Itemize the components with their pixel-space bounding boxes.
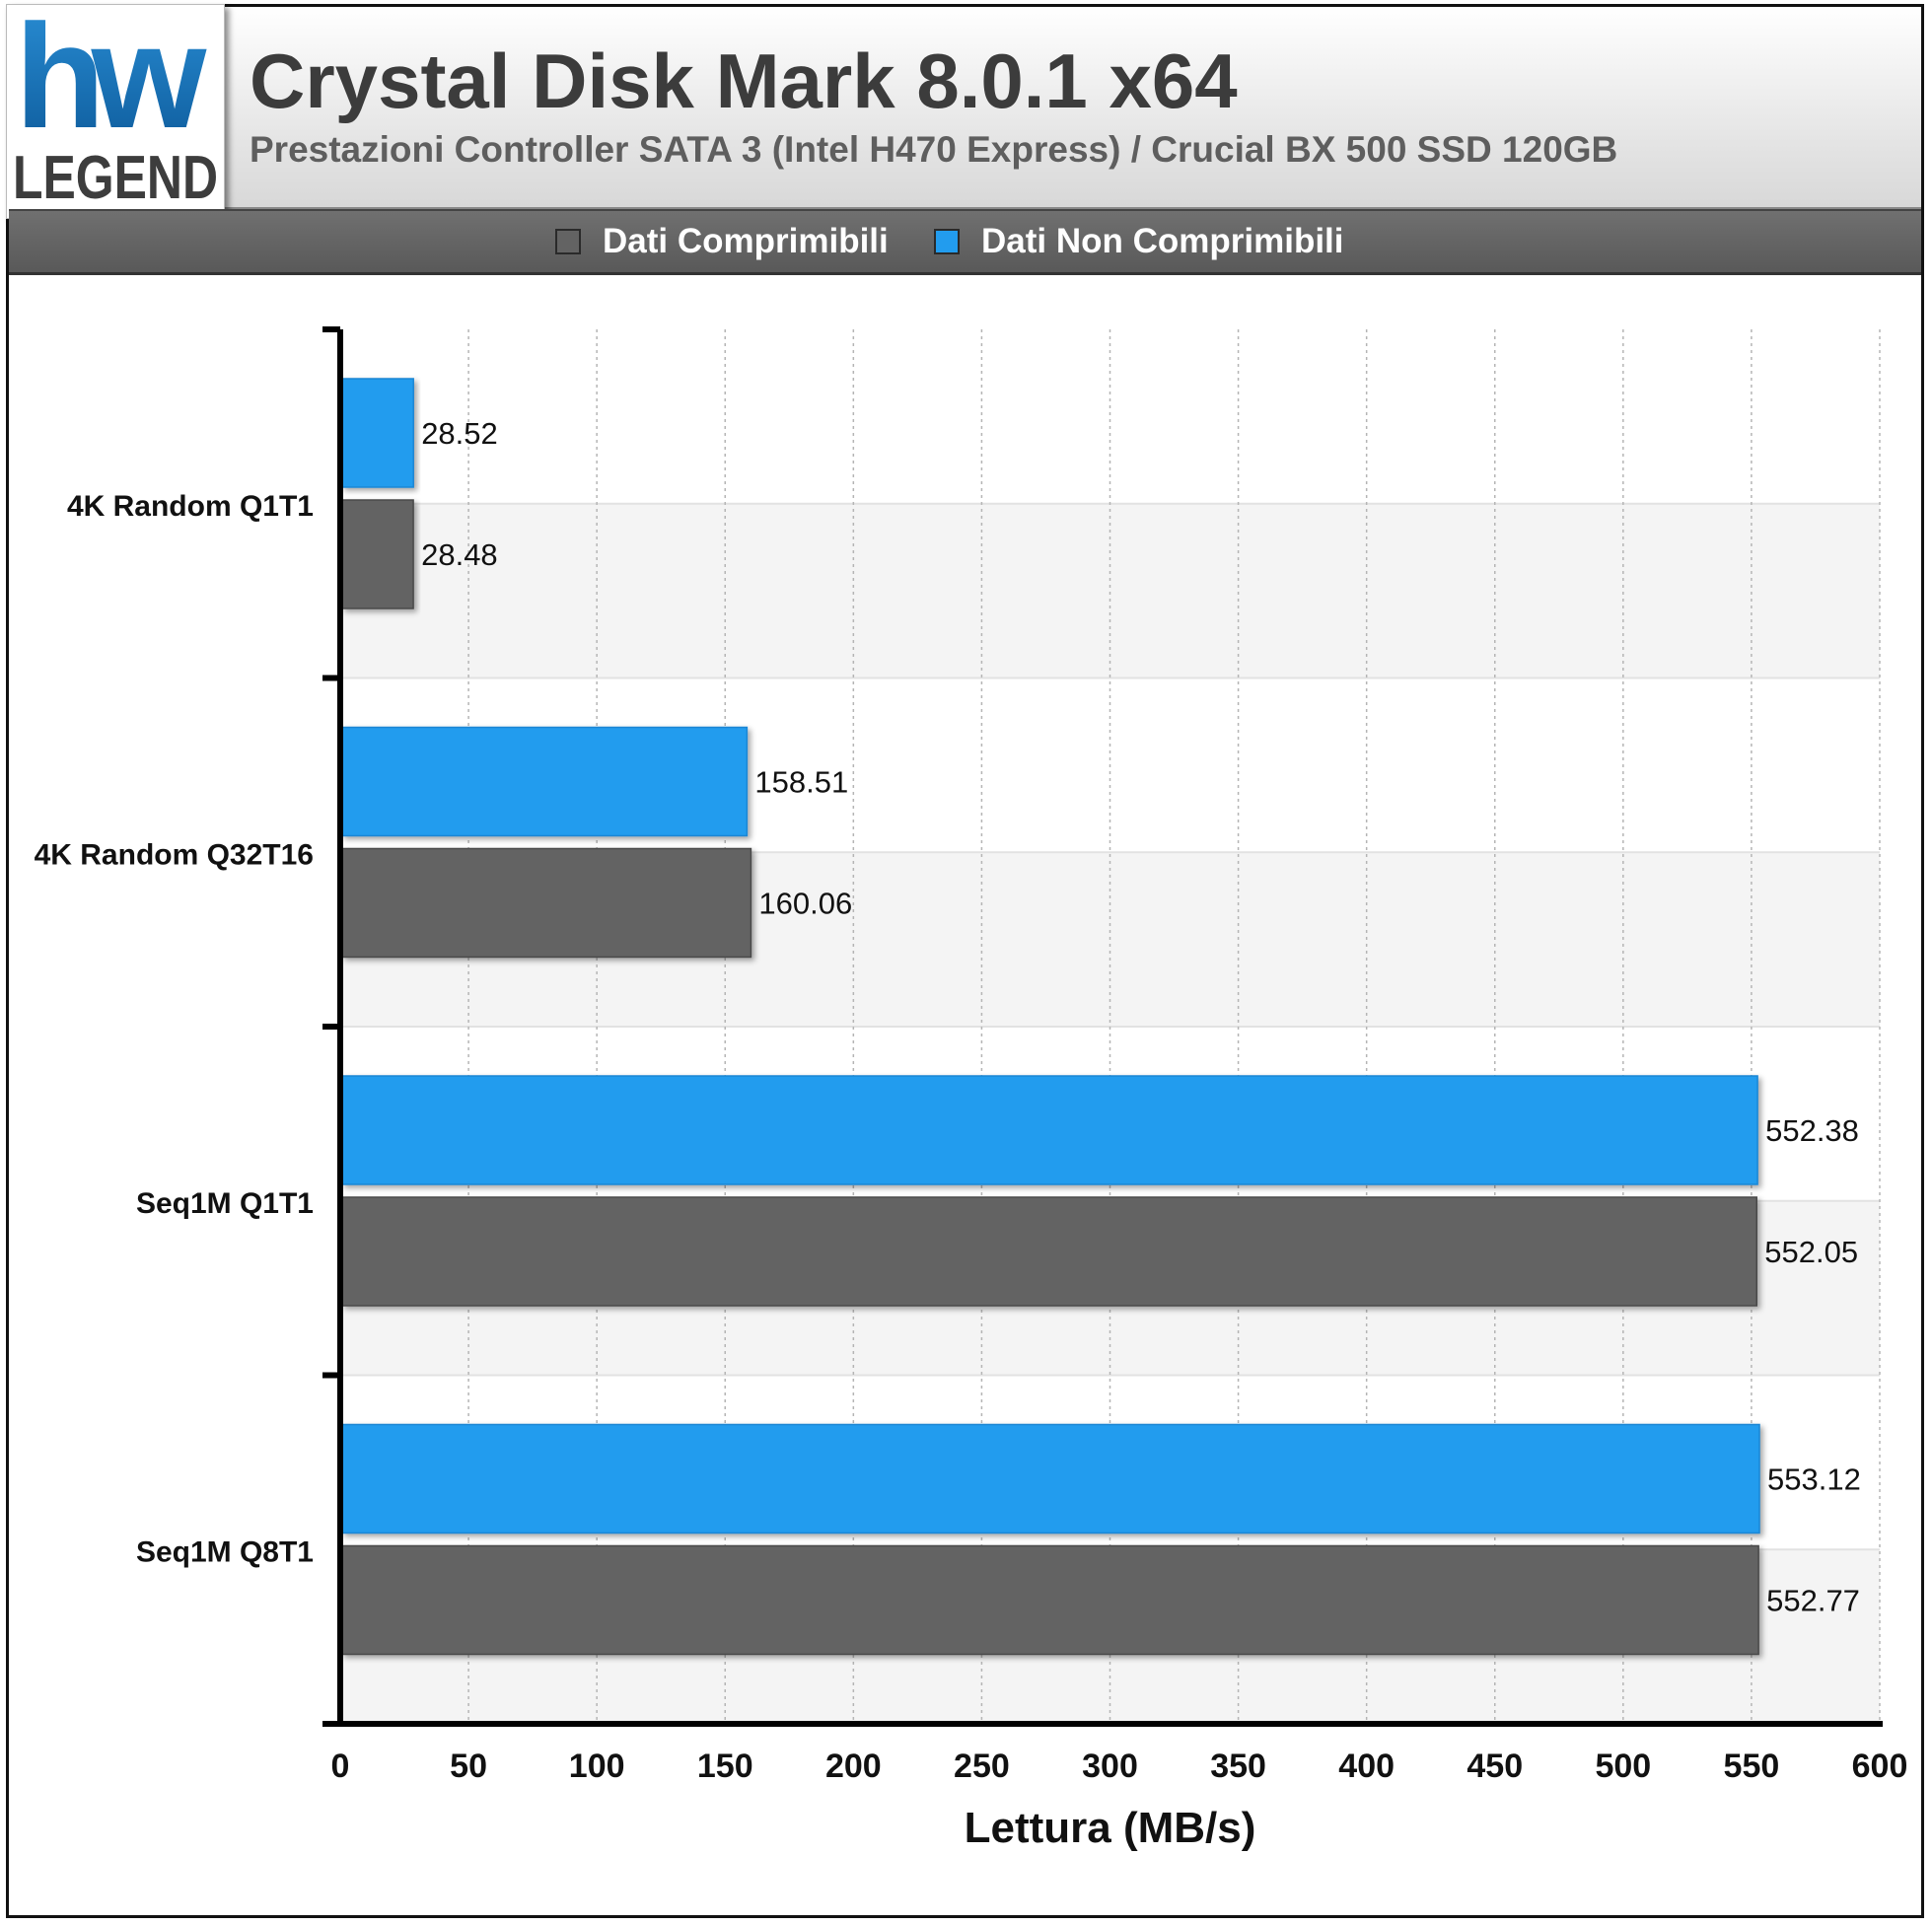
- legend-label-compressible: Dati Comprimibili: [603, 222, 889, 260]
- x-axis-title: Lettura (MB/s): [965, 1804, 1256, 1852]
- x-tick-label: 350: [1210, 1748, 1266, 1785]
- x-tick-label: 550: [1724, 1748, 1780, 1785]
- legend-swatch-compressible: [555, 229, 581, 254]
- x-tick-label: 250: [954, 1748, 1010, 1785]
- data-label: 160.06: [758, 887, 852, 921]
- x-tick-label: 600: [1852, 1748, 1908, 1785]
- bar: [341, 847, 752, 959]
- data-label: 552.05: [1764, 1235, 1858, 1269]
- bar: [341, 726, 749, 837]
- x-tick-label: 0: [331, 1748, 350, 1785]
- logo-wordmark: LEGEND: [13, 144, 218, 212]
- legend-item-noncompressible: Dati Non Comprimibili: [934, 222, 1344, 260]
- legend-label-noncompressible: Dati Non Comprimibili: [981, 222, 1344, 260]
- logo-mark: hw: [15, 5, 207, 159]
- x-tick-label: 200: [825, 1748, 882, 1785]
- legend-item-compressible: Dati Comprimibili: [555, 222, 889, 260]
- category-label: 4K Random Q32T16: [35, 838, 314, 871]
- bar: [341, 1196, 1758, 1307]
- chart-title: Crystal Disk Mark 8.0.1 x64: [250, 37, 1238, 124]
- bar: [341, 499, 414, 609]
- data-label: 552.38: [1765, 1113, 1859, 1148]
- header-panel: Crystal Disk Mark 8.0.1 x64 Prestazioni …: [9, 7, 1921, 209]
- bar: [341, 1423, 1760, 1534]
- data-label: 552.77: [1766, 1584, 1860, 1618]
- category-label: 4K Random Q1T1: [67, 490, 314, 523]
- legend: Dati Comprimibili Dati Non Comprimibili: [9, 209, 1921, 275]
- data-label: 553.12: [1767, 1462, 1861, 1497]
- legend-swatch-noncompressible: [934, 229, 960, 254]
- data-label: 28.48: [421, 537, 498, 572]
- x-tick-label: 500: [1595, 1748, 1651, 1785]
- x-tick-label: 450: [1467, 1748, 1523, 1785]
- category-label: Seq1M Q1T1: [136, 1187, 314, 1220]
- chart-subtitle: Prestazioni Controller SATA 3 (Intel H47…: [250, 129, 1618, 170]
- category-label: Seq1M Q8T1: [136, 1535, 314, 1568]
- x-tick-label: 50: [450, 1748, 487, 1785]
- x-tick-label: 400: [1338, 1748, 1395, 1785]
- bar: [341, 378, 414, 488]
- data-label: 158.51: [754, 765, 848, 800]
- x-tick-label: 100: [569, 1748, 625, 1785]
- hwlegend-logo: hw LEGEND: [6, 4, 225, 219]
- data-label: 28.52: [421, 416, 498, 451]
- bar: [341, 1075, 1758, 1185]
- x-tick-label: 150: [697, 1748, 753, 1785]
- bar: [341, 1544, 1759, 1656]
- x-tick-label: 300: [1082, 1748, 1138, 1785]
